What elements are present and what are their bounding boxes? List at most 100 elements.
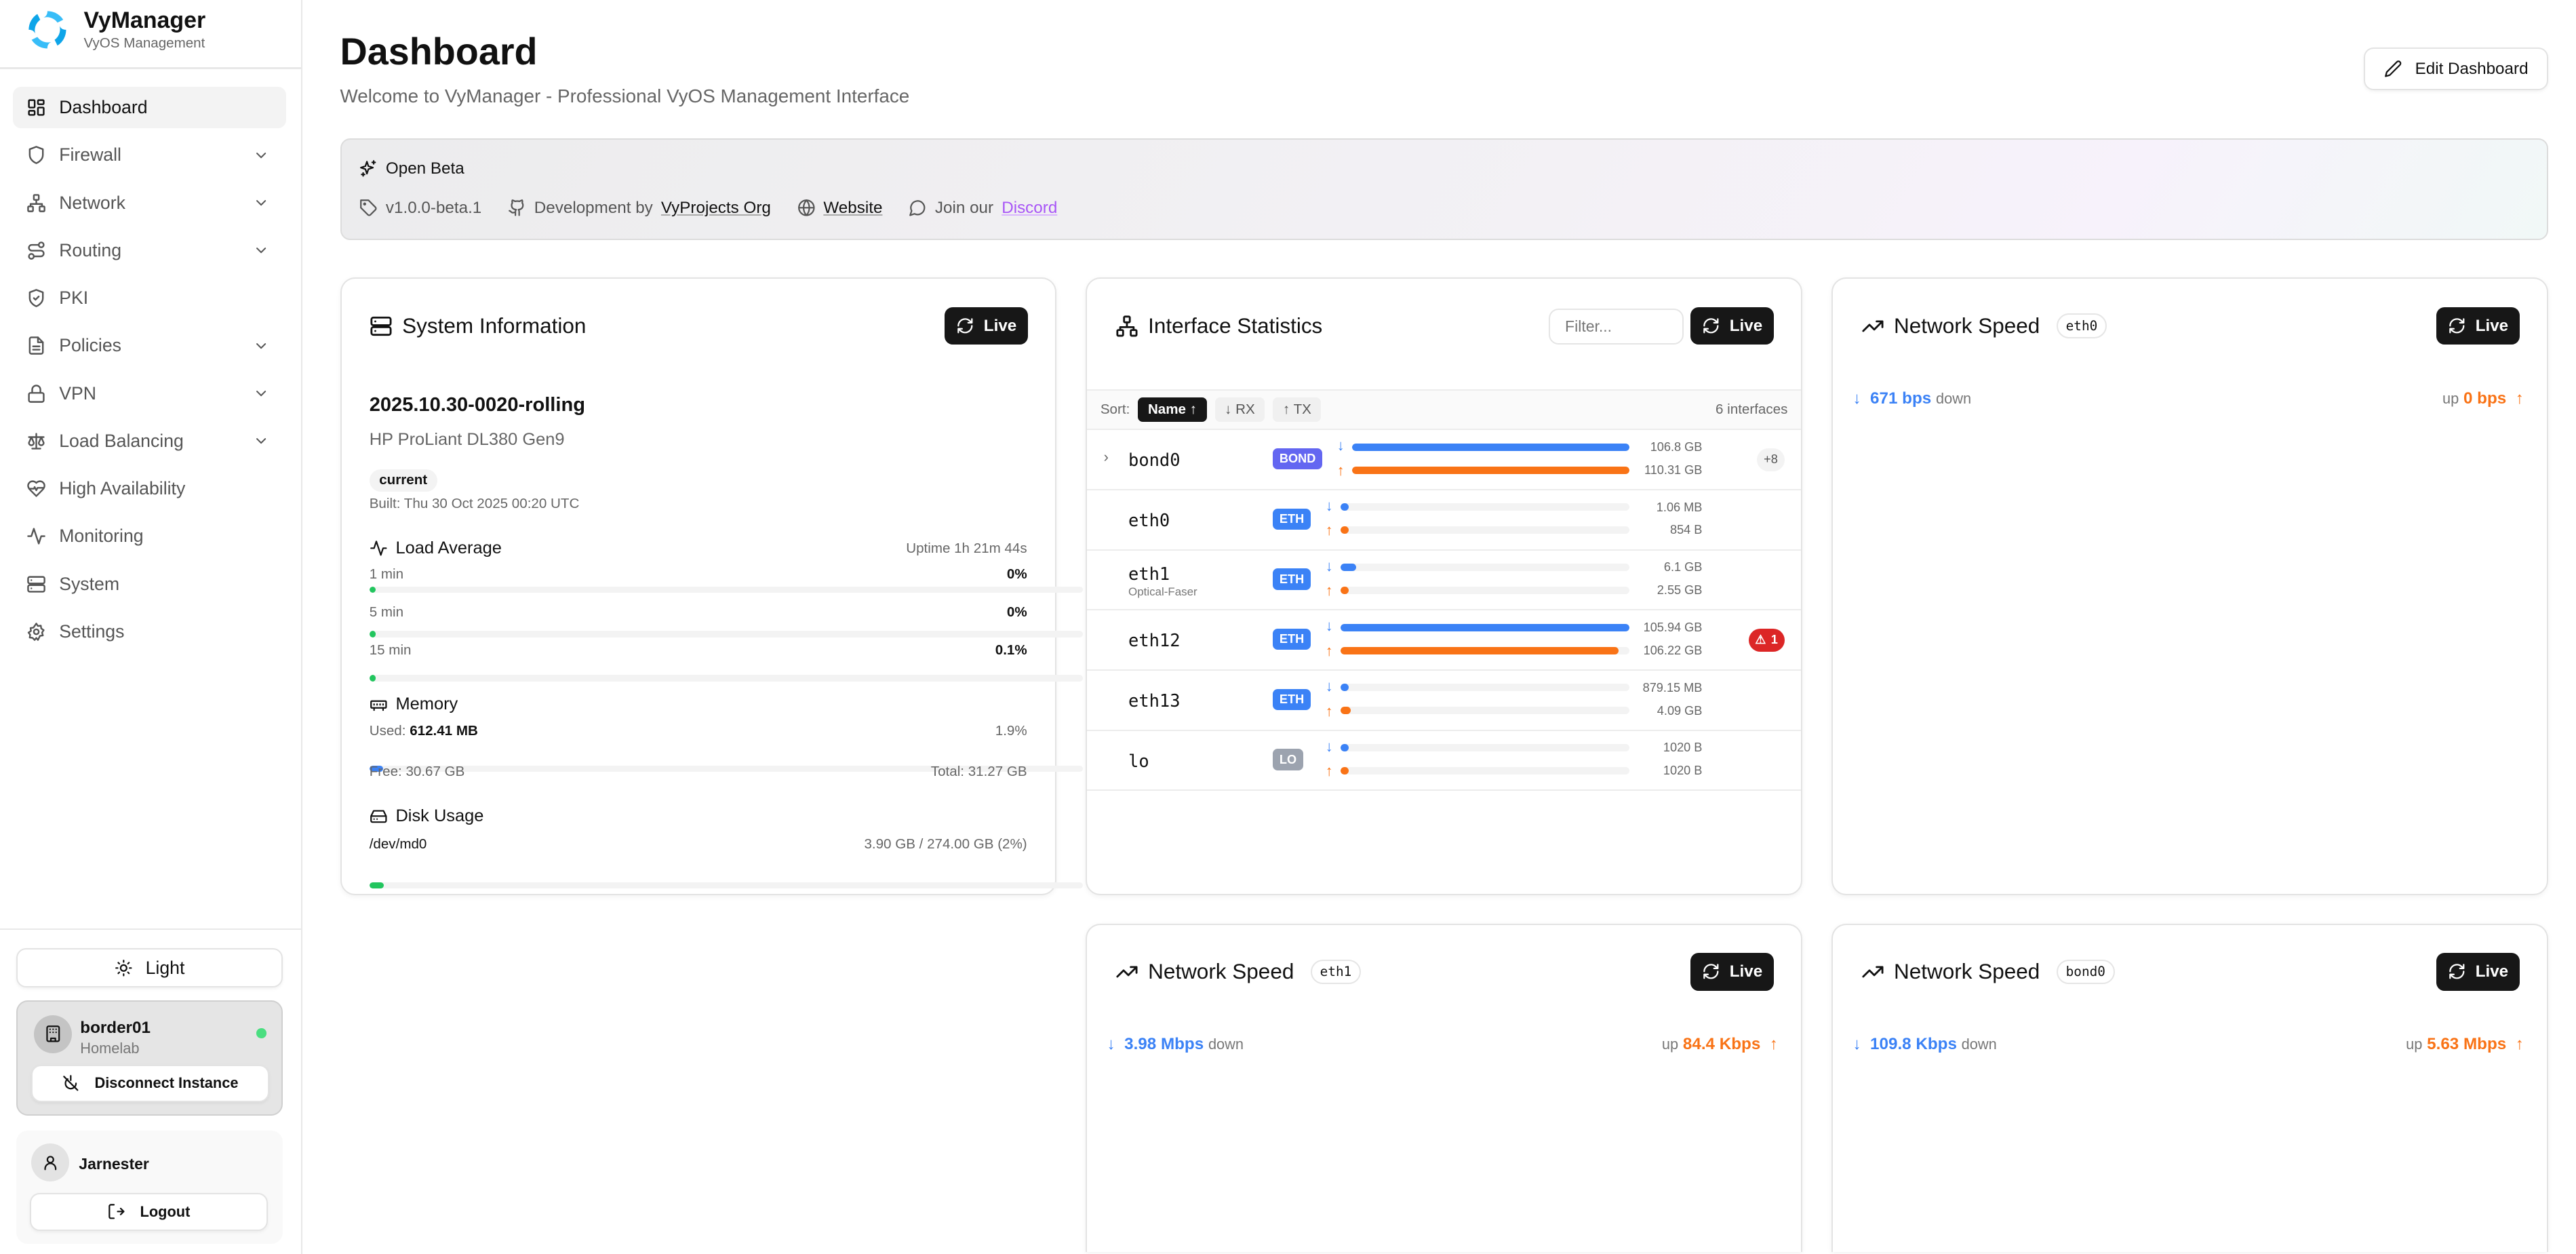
interface-row[interactable]: › bond0 BOND ↓ ↑ 106.8 GB 110.31 GB +8 bbox=[1087, 430, 1801, 491]
member-count-badge[interactable]: +8 bbox=[1757, 448, 1785, 471]
sidebar-item-label: Routing bbox=[59, 239, 122, 260]
upload-speed: 5.63 Mbps bbox=[2427, 1034, 2507, 1053]
memory-title: Memory bbox=[395, 694, 458, 714]
sidebar-item-load-balancing[interactable]: Load Balancing bbox=[13, 420, 285, 462]
vyprojects-link[interactable]: VyProjects Org bbox=[660, 198, 771, 217]
load-bar bbox=[369, 675, 1084, 682]
app-title: VyManager bbox=[83, 7, 206, 33]
refresh-icon bbox=[956, 317, 974, 335]
building-icon bbox=[44, 1025, 62, 1043]
app-logo[interactable]: VyManager VyOS Management bbox=[24, 7, 205, 53]
disconnect-instance-button[interactable]: Disconnect Instance bbox=[31, 1064, 269, 1103]
lock-icon bbox=[26, 384, 46, 404]
arrow-down-icon: ↓ bbox=[1852, 389, 1861, 408]
tx-bar-fill bbox=[1340, 707, 1351, 715]
live-button[interactable]: Live bbox=[1690, 307, 1775, 345]
scale-icon bbox=[26, 431, 46, 451]
tx-total: 854 B bbox=[1669, 523, 1703, 537]
rx-bar bbox=[1351, 443, 1629, 451]
card-title: Interface Statistics bbox=[1148, 313, 1323, 338]
sidebar-item-system[interactable]: System bbox=[13, 564, 285, 605]
load-average-title: Load Average bbox=[395, 538, 502, 558]
sidebar-item-dashboard[interactable]: Dashboard bbox=[13, 87, 286, 128]
interface-type-badge: LO bbox=[1273, 749, 1303, 770]
sort-name-button[interactable]: Name ↑ bbox=[1138, 397, 1207, 423]
speed-chart bbox=[1833, 410, 2549, 887]
interface-row[interactable]: lo LO ↓ ↑ 1020 B 1020 B bbox=[1087, 731, 1801, 791]
live-label: Live bbox=[2475, 316, 2509, 335]
theme-toggle-button[interactable]: Light bbox=[16, 947, 283, 988]
live-button[interactable]: Live bbox=[2436, 307, 2520, 345]
sidebar-item-firewall[interactable]: Firewall bbox=[13, 135, 285, 176]
sidebar-item-routing[interactable]: Routing bbox=[13, 230, 285, 271]
interface-name: eth12 bbox=[1128, 630, 1181, 651]
join-prefix: Join our bbox=[934, 198, 994, 217]
website-link[interactable]: Website bbox=[823, 198, 883, 217]
chevron-right-icon[interactable]: › bbox=[1103, 448, 1109, 465]
card-title: Network Speed bbox=[1894, 313, 2040, 338]
interface-name: eth0 bbox=[1128, 510, 1170, 531]
sidebar-item-monitoring[interactable]: Monitoring bbox=[13, 516, 285, 557]
tx-bar-fill bbox=[1351, 466, 1629, 474]
interface-name: bond0 bbox=[1128, 450, 1181, 471]
interface-row[interactable]: eth1 Optical-Faser ETH ↓ ↑ 6.1 GB 2.55 G… bbox=[1087, 551, 1801, 611]
unplug-icon bbox=[62, 1074, 80, 1093]
alert-badge[interactable]: ⚠ 1 bbox=[1748, 629, 1785, 652]
sidebar-item-high-availability[interactable]: High Availability bbox=[13, 468, 285, 509]
sort-rx-button[interactable]: ↓ RX bbox=[1214, 397, 1265, 423]
tx-bar bbox=[1340, 526, 1629, 534]
sidebar-item-label: Dashboard bbox=[59, 97, 148, 118]
sidebar-item-policies[interactable]: Policies bbox=[13, 326, 285, 367]
user-avatar bbox=[31, 1143, 69, 1181]
card-title: Network Speed bbox=[1894, 959, 2040, 984]
arrow-up-icon: ↑ bbox=[1325, 582, 1333, 600]
speed-readout: ↓ 3.98 Mbps down up 84.4 Kbps ↑ bbox=[1107, 1035, 1778, 1054]
settings-icon bbox=[26, 622, 46, 642]
hard-drive-icon bbox=[370, 807, 388, 825]
alert-count: 1 bbox=[1770, 633, 1778, 647]
live-button[interactable]: Live bbox=[1690, 952, 1775, 991]
sidebar-item-label: Network bbox=[59, 192, 125, 213]
arrow-up-icon: ↑ bbox=[2515, 1034, 2524, 1053]
edit-dashboard-button[interactable]: Edit Dashboard bbox=[2364, 47, 2548, 91]
tx-total: 106.22 GB bbox=[1643, 643, 1703, 657]
server-icon bbox=[370, 315, 393, 338]
interface-row[interactable]: eth13 ETH ↓ ↑ 879.15 MB 4.09 GB bbox=[1087, 671, 1801, 731]
logout-button[interactable]: Logout bbox=[29, 1192, 268, 1231]
interface-name: eth13 bbox=[1128, 690, 1181, 711]
load-row: 1 min 0% bbox=[370, 566, 1027, 583]
alert-triangle-icon: ⚠ bbox=[1755, 633, 1766, 647]
live-button[interactable]: Live bbox=[944, 307, 1029, 345]
arrow-up-icon: ↑ bbox=[1325, 702, 1333, 720]
discord-link[interactable]: Discord bbox=[1002, 198, 1058, 217]
image-badge: current bbox=[369, 469, 437, 492]
sort-tx-button[interactable]: ↑ TX bbox=[1273, 397, 1322, 423]
down-label: down bbox=[1961, 1035, 1997, 1053]
sidebar-item-label: VPN bbox=[59, 383, 96, 404]
interface-row[interactable]: eth0 ETH ↓ ↑ 1.06 MB 854 B bbox=[1087, 490, 1801, 551]
layout-dashboard-icon bbox=[26, 98, 46, 117]
sidebar-item-label: High Availability bbox=[59, 478, 186, 499]
network-icon bbox=[26, 193, 46, 213]
interface-chip: eth0 bbox=[2056, 313, 2107, 339]
interface-type-badge: ETH bbox=[1273, 568, 1311, 590]
sidebar-item-vpn[interactable]: VPN bbox=[13, 373, 285, 414]
beta-banner: Open Beta v1.0.0-beta.1 Development by V… bbox=[340, 138, 2548, 240]
sun-icon bbox=[115, 959, 133, 977]
os-version: 2025.10.30-0020-rolling bbox=[369, 394, 585, 416]
shield-icon bbox=[26, 145, 46, 165]
tag-icon bbox=[359, 199, 378, 217]
load-row: 15 min 0.1% bbox=[370, 642, 1027, 659]
memory-stick-icon bbox=[370, 696, 388, 714]
instance-card: border01 Homelab Disconnect Instance bbox=[16, 1000, 283, 1116]
sidebar-item-settings[interactable]: Settings bbox=[13, 611, 285, 652]
file-text-icon bbox=[26, 336, 46, 355]
card-title: Network Speed bbox=[1148, 959, 1294, 984]
arrow-up-icon: ↑ bbox=[1325, 762, 1333, 780]
sidebar-item-pki[interactable]: PKI bbox=[13, 277, 285, 319]
live-button[interactable]: Live bbox=[2436, 952, 2520, 991]
interface-filter-input[interactable] bbox=[1549, 309, 1684, 345]
interface-row[interactable]: eth12 ETH ↓ ↑ 105.94 GB 106.22 GB ⚠ 1 bbox=[1087, 610, 1801, 671]
sidebar-item-network[interactable]: Network bbox=[13, 182, 285, 224]
sidebar-item-label: Policies bbox=[59, 335, 121, 356]
